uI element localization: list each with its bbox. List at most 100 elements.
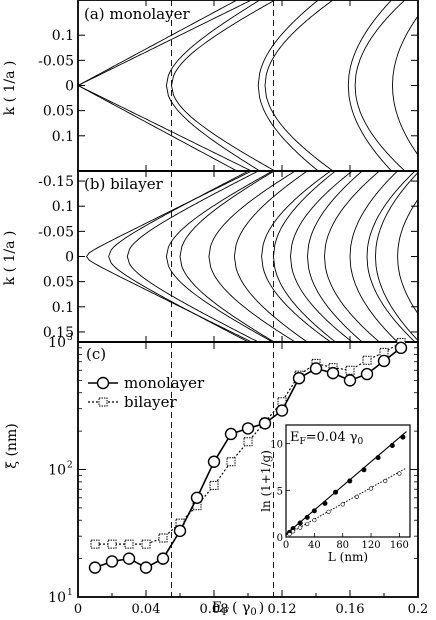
monolayer-point <box>258 417 272 430</box>
monolayer-point <box>360 367 374 381</box>
monolayer-point <box>173 524 187 538</box>
inset-bilayer-point <box>383 478 388 484</box>
panel-b-ytick-label: -0.05 <box>38 224 74 240</box>
panel-b: (b) bilayer k ( 1/a ) -0.15 0.1 -0.05 0 0.05… <box>2 170 419 343</box>
panel-a-band <box>354 0 406 171</box>
panel-b-ytick-label: 0.1 <box>52 300 74 316</box>
inset-bilayer-point <box>290 529 296 534</box>
panel-a-ytick-label: 0 <box>65 79 74 95</box>
legend-bilayer-label: bilayer <box>124 393 177 411</box>
bilayer-point <box>107 539 117 549</box>
panel-b-band <box>126 171 260 342</box>
panel-a-band <box>257 0 319 171</box>
legend-monolayer-label: monolayer <box>124 374 205 392</box>
inset-ylabel: ln (1+1/g) <box>259 450 273 512</box>
bilayer-point <box>345 365 355 375</box>
panel-b-band <box>108 171 250 342</box>
panel-a-band <box>347 0 393 171</box>
panel-b-ytick-label: 0.1 <box>52 199 74 215</box>
inset-bilayer-point <box>287 532 292 537</box>
panel-c-ytick-label: 10 <box>48 590 66 606</box>
inset-xlabel: L (nm) <box>328 550 368 564</box>
panel-b-band <box>397 198 418 315</box>
panel-c-ytick-label: 10 <box>48 335 66 351</box>
monolayer-point <box>190 491 204 504</box>
inset-monolayer-point <box>311 508 317 514</box>
inset-bilayer-point <box>397 471 402 476</box>
panel-b-ylabel: k ( 1/a ) <box>2 231 18 286</box>
panel-a-curves <box>78 0 418 171</box>
panel-b-band <box>324 171 381 342</box>
panel-c-ylabel: ξ (nm) <box>4 423 20 468</box>
panel-b-band <box>375 171 418 342</box>
panel-c-ytick-exp: 2 <box>67 461 73 471</box>
monolayer-point <box>139 561 153 574</box>
panel-a-band <box>392 15 418 156</box>
inset-bilayer-point <box>298 525 303 530</box>
bilayer-point <box>90 539 100 549</box>
monolayer-point <box>105 555 119 568</box>
monolayer-point <box>326 366 340 380</box>
inset-ytick-label: 10 <box>270 440 283 451</box>
panel-b-band <box>179 171 276 342</box>
panel-a-ytick-label: 0.1 <box>52 28 74 44</box>
monolayer-point <box>241 422 255 435</box>
panel-a-frame <box>77 0 419 172</box>
panel-b-band <box>307 171 363 342</box>
monolayer-point <box>156 552 170 565</box>
inset-bilayer-point <box>312 518 317 523</box>
panel-c-xtick-label: 0.2 <box>408 602 429 617</box>
inset-annotation-value-sub: 0 <box>358 437 364 447</box>
legend-monolayer-marker <box>96 376 110 390</box>
inset-bilayer-point <box>368 486 374 491</box>
panel-c-xtick-label: 0.04 <box>132 602 161 617</box>
inset-monolayer-point <box>361 467 367 473</box>
bilayer-point <box>243 437 253 447</box>
inset-monolayer-point <box>375 455 381 461</box>
panel-b-band <box>165 171 274 342</box>
panel-a-band <box>171 0 276 171</box>
panel-b-ytick-label: 0 <box>65 250 74 266</box>
panel-a-ytick-label: 0.1 <box>52 129 74 145</box>
inset-monolayer-point <box>322 500 328 506</box>
monolayer-point <box>292 372 306 385</box>
panel-c-xtick-label: 0.16 <box>336 602 365 617</box>
panel-c-title: (c) <box>86 345 106 363</box>
panel-c-xtick-label: 0 <box>74 602 82 617</box>
inset-xtick-label: 120 <box>361 540 380 551</box>
panel-a: (a) monolayer k ( 1/a ) 0.1 0.05 0 -0.05 0.1 <box>2 0 419 172</box>
panel-c-xlabel-sub: F <box>222 607 229 618</box>
monolayer-point <box>343 374 357 387</box>
monolayer-point <box>88 561 102 574</box>
inset-ytick-label: 0 <box>277 533 283 544</box>
inset-monolayer-point <box>347 478 353 484</box>
bilayer-point <box>158 533 168 543</box>
panel-b-band <box>208 171 297 342</box>
panel-b-band <box>233 171 309 342</box>
panel-a-ylabel: k ( 1/a ) <box>2 61 18 116</box>
panel-c-ytick-label: 10 <box>48 463 66 479</box>
inset-annotation: EF=0.04 γ0 <box>290 430 364 447</box>
panel-c-xlabel-tail: ( γ <box>232 600 250 616</box>
monolayer-point <box>122 552 136 565</box>
panel-c-xlabel: EF( γ0) <box>212 600 264 618</box>
inset: 0 40 80 120 160 0 5 10 L (nm) ln (1+1/g) EF=0.04 γ… <box>259 424 411 564</box>
bilayer-point <box>226 457 236 467</box>
inset-bilayer-fit <box>285 467 407 536</box>
inset-monolayer-point <box>333 489 339 495</box>
inset-xtick-label: 160 <box>390 540 409 551</box>
panel-b-curves <box>85 171 418 342</box>
panel-c-ytick-exp: 1 <box>67 588 73 598</box>
panel-b-band <box>85 171 253 342</box>
inset-bilayer-point <box>305 521 310 527</box>
inset-annotation-sub: F <box>300 437 306 447</box>
panel-c-xlabel-tail-sub: 0 <box>250 607 256 618</box>
panel-a-band <box>165 0 261 171</box>
monolayer-point <box>309 362 323 375</box>
inset-monolayer-point <box>389 443 395 449</box>
panel-b-ytick-label: 0.05 <box>43 275 74 291</box>
panel-a-band <box>264 0 334 171</box>
panel-c-ytick-exp: 3 <box>67 333 73 343</box>
